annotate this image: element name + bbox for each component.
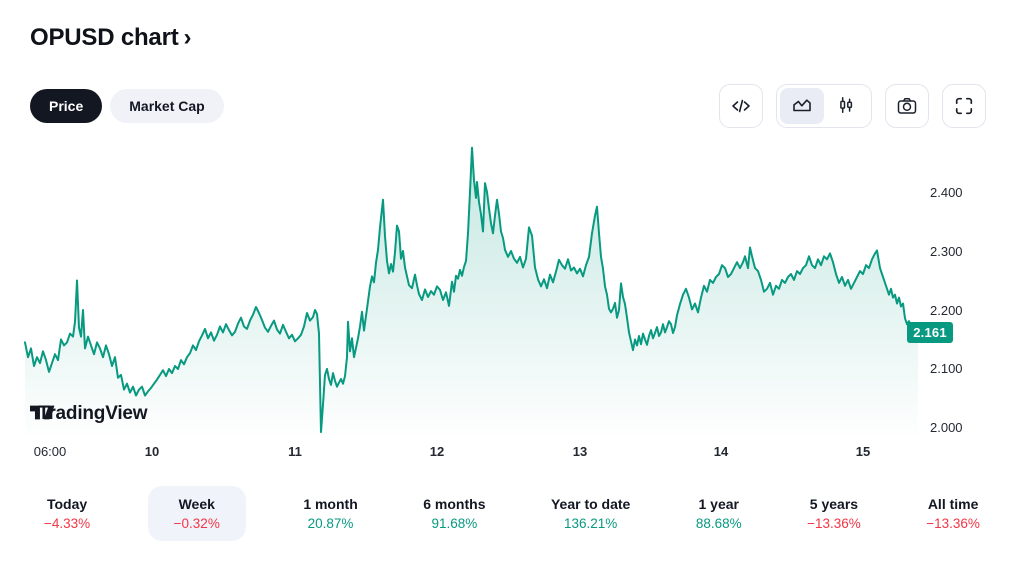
tradingview-logo[interactable]: TradingView bbox=[30, 403, 148, 425]
price-line bbox=[24, 146, 919, 434]
y-axis-label: 2.100 bbox=[930, 361, 963, 376]
chevron-right-icon: › bbox=[183, 24, 192, 51]
time-range-bar: Today −4.33% Week −0.32% 1 month 20.87% … bbox=[36, 486, 988, 541]
code-icon bbox=[729, 94, 753, 118]
market-cap-toggle-button[interactable]: Market Cap bbox=[110, 89, 224, 123]
range-change: 91.68% bbox=[431, 516, 478, 531]
y-axis-label: 2.300 bbox=[930, 244, 963, 259]
range-label: 5 years bbox=[809, 496, 859, 512]
range-label: All time bbox=[927, 496, 979, 512]
fullscreen-button[interactable] bbox=[942, 84, 986, 128]
area-chart-type-button[interactable] bbox=[780, 88, 824, 124]
x-axis-label: 15 bbox=[855, 444, 871, 459]
x-axis-label: 13 bbox=[572, 444, 588, 459]
range-change: 20.87% bbox=[307, 516, 354, 531]
chart-type-switcher bbox=[776, 84, 872, 128]
camera-icon bbox=[895, 94, 919, 118]
y-axis-label: 2.400 bbox=[930, 185, 963, 200]
snapshot-button[interactable] bbox=[885, 84, 929, 128]
candlestick-icon bbox=[834, 94, 858, 118]
current-price-badge: 2.161 bbox=[907, 322, 953, 343]
fullscreen-icon bbox=[952, 94, 976, 118]
range-change: −0.32% bbox=[173, 516, 220, 531]
range-1-year-button[interactable]: 1 year 88.68% bbox=[688, 486, 750, 541]
range-year-to-date-button[interactable]: Year to date 136.21% bbox=[543, 486, 638, 541]
metric-toggle: Price Market Cap bbox=[30, 89, 224, 123]
range-5-years-button[interactable]: 5 years −13.36% bbox=[799, 486, 869, 541]
page-title-link[interactable]: OPUSD chart › bbox=[30, 24, 192, 52]
range-label: Week bbox=[178, 496, 215, 512]
range-6-months-button[interactable]: 6 months 91.68% bbox=[415, 486, 493, 541]
range-change: 88.68% bbox=[695, 516, 742, 531]
range-change: 136.21% bbox=[564, 516, 618, 531]
price-toggle-button[interactable]: Price bbox=[30, 89, 103, 123]
range-all-time-button[interactable]: All time −13.36% bbox=[918, 486, 988, 541]
embed-code-button[interactable] bbox=[719, 84, 763, 128]
range-change: −13.36% bbox=[926, 516, 980, 531]
range-change: −13.36% bbox=[807, 516, 861, 531]
range-label: 1 month bbox=[303, 496, 358, 512]
range-1-month-button[interactable]: 1 month 20.87% bbox=[295, 486, 365, 541]
range-today-button[interactable]: Today −4.33% bbox=[36, 486, 98, 541]
tradingview-logo-text: TradingView bbox=[38, 403, 148, 424]
y-axis-label: 2.000 bbox=[930, 420, 963, 435]
y-axis-label: 2.200 bbox=[930, 303, 963, 318]
page-title: OPUSD chart bbox=[30, 24, 179, 51]
x-axis-label: 12 bbox=[429, 444, 445, 459]
x-axis-label: 11 bbox=[288, 444, 302, 459]
range-label: Today bbox=[46, 496, 88, 512]
area-chart-icon bbox=[790, 94, 814, 118]
x-axis-label: 06:00 bbox=[33, 444, 67, 459]
range-label: 1 year bbox=[698, 496, 739, 512]
candlestick-chart-type-button[interactable] bbox=[824, 88, 868, 124]
x-axis-label: 10 bbox=[144, 444, 160, 459]
area-fill bbox=[25, 147, 918, 437]
range-label: Year to date bbox=[550, 496, 631, 512]
chart-toolbar bbox=[719, 84, 986, 128]
x-axis-label: 14 bbox=[713, 444, 729, 459]
range-week-button[interactable]: Week −0.32% bbox=[147, 486, 246, 541]
range-label: 6 months bbox=[423, 496, 486, 512]
range-change: −4.33% bbox=[44, 516, 91, 531]
current-price-value: 2.161 bbox=[913, 325, 947, 340]
